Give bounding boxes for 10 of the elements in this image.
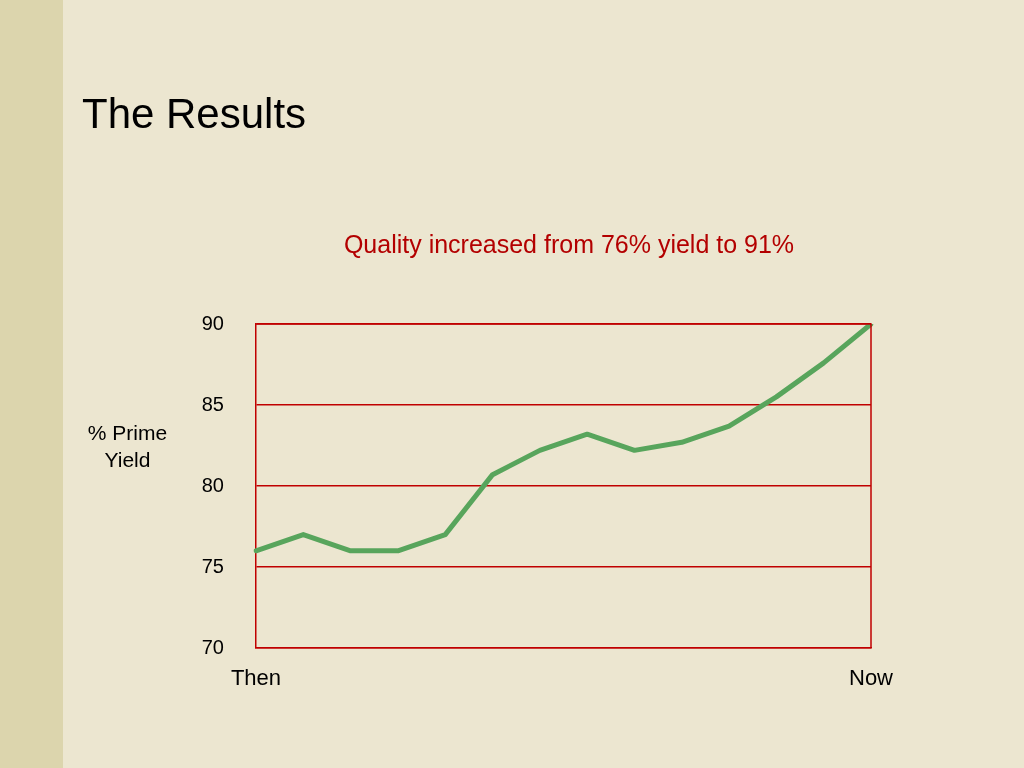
- x-tick-label: Then: [230, 665, 282, 691]
- y-tick-label: 80: [201, 473, 224, 496]
- x-tick-label: Now: [848, 665, 894, 691]
- y-tick-label: 90: [201, 311, 224, 334]
- y-tick-label: 70: [201, 635, 224, 658]
- y-tick-label: 85: [201, 392, 224, 415]
- chart-subtitle: Quality increased from 76% yield to 91%: [342, 229, 796, 259]
- chart-title: The Results: [82, 90, 307, 138]
- y-tick-label: 75: [201, 554, 224, 577]
- y-axis-title: % Prime Yield: [86, 420, 169, 473]
